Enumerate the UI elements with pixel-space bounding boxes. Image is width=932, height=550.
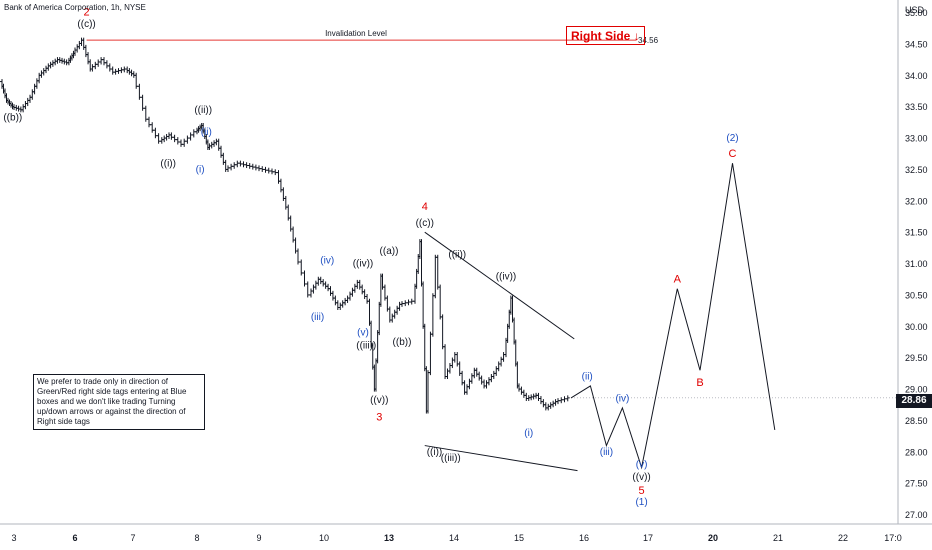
- invalidation-label: Invalidation Level: [325, 29, 387, 38]
- invalidation-value: 34.56: [638, 36, 659, 45]
- wave-label: (iii): [600, 447, 613, 458]
- x-tick-label: 17:0: [884, 533, 902, 543]
- wave-label: ((iv)): [353, 259, 374, 270]
- wave-label: (1): [635, 497, 647, 508]
- down-arrow-icon: ↓: [633, 29, 640, 43]
- x-tick-label: 21: [773, 533, 783, 543]
- wave-label: 3: [376, 411, 382, 423]
- x-tick-label: 16: [579, 533, 589, 543]
- wave-label: C: [729, 148, 737, 160]
- projection-path: [570, 163, 776, 470]
- wave-label: ((i)): [160, 158, 176, 169]
- y-tick-label: 33.00: [905, 134, 928, 144]
- wedge-line: [424, 445, 578, 472]
- y-tick-label: 31.00: [905, 259, 928, 269]
- y-tick-label: 27.50: [905, 479, 928, 489]
- y-tick-label: 33.50: [905, 102, 928, 112]
- trading-note: We prefer to trade only in direction of …: [33, 374, 205, 430]
- y-axis-unit: USD: [905, 5, 925, 15]
- x-tick-label: 7: [130, 533, 135, 543]
- x-tick-label: 13: [384, 533, 394, 543]
- wave-label: ((ii)): [448, 249, 466, 260]
- wave-label: B: [696, 377, 703, 389]
- chart-annotations: Invalidation Level34.56((b))2((c))((i))(…: [3, 7, 898, 508]
- x-tick-label: 20: [708, 533, 718, 543]
- current-price-tag: 28.86: [896, 394, 932, 408]
- wave-label: ((v)): [632, 472, 650, 483]
- y-tick-label: 28.50: [905, 416, 928, 426]
- wave-label: (ii): [201, 127, 212, 138]
- wave-label: ((c)): [416, 218, 434, 229]
- x-tick-label: 15: [514, 533, 524, 543]
- wave-label: (2): [726, 133, 738, 144]
- wave-label: ((b)): [3, 112, 22, 123]
- right-side-label: Right Side: [571, 29, 631, 43]
- price-series: [0, 37, 570, 414]
- wave-label: ((i)): [427, 447, 443, 458]
- wave-label: 2: [84, 7, 90, 19]
- wave-label: (i): [524, 428, 533, 439]
- y-tick-label: 35.00: [905, 8, 928, 18]
- wave-label: ((b)): [393, 337, 412, 348]
- x-tick-label: 9: [256, 533, 261, 543]
- y-tick-label: 34.00: [905, 71, 928, 81]
- wave-label: ((iii)): [441, 453, 461, 464]
- wave-label: ((v)): [370, 395, 388, 406]
- x-tick-label: 6: [72, 533, 77, 543]
- y-tick-label: 34.50: [905, 39, 928, 49]
- y-tick-label: 32.50: [905, 165, 928, 175]
- chart-title: Bank of America Corporation, 1h, NYSE: [4, 3, 146, 12]
- x-tick-label: 22: [838, 533, 848, 543]
- x-tick-label: 8: [194, 533, 199, 543]
- wave-label: (iv): [615, 394, 629, 405]
- y-tick-label: 28.00: [905, 447, 928, 457]
- wave-label: 5: [639, 485, 645, 497]
- wave-label: (iv): [320, 256, 334, 267]
- wave-label: 4: [422, 201, 428, 213]
- wave-label: (ii): [582, 372, 593, 383]
- x-tick-label: 10: [319, 533, 329, 543]
- wave-label: (v): [357, 328, 369, 339]
- y-tick-label: 30.50: [905, 290, 928, 300]
- wave-label: ((c)): [77, 19, 95, 30]
- y-tick-label: 30.00: [905, 322, 928, 332]
- x-tick-label: 17: [643, 533, 653, 543]
- x-tick-label: 3: [11, 533, 16, 543]
- right-side-tag: Right Side ↓: [566, 26, 645, 45]
- y-tick-label: 27.00: [905, 510, 928, 520]
- wedge-line: [424, 231, 575, 340]
- wave-label: ((a)): [380, 246, 399, 257]
- x-tick-label: 14: [449, 533, 459, 543]
- y-tick-label: 31.50: [905, 228, 928, 238]
- y-tick-label: 29.50: [905, 353, 928, 363]
- wave-label: (i): [196, 165, 205, 176]
- y-tick-label: 29.00: [905, 385, 928, 395]
- wave-label: ((iv)): [496, 271, 517, 282]
- wave-label: ((ii)): [194, 105, 212, 116]
- wave-label: A: [674, 273, 682, 285]
- wave-label: ((iii)): [356, 340, 376, 351]
- y-tick-label: 32.00: [905, 196, 928, 206]
- wave-label: (iii): [311, 312, 324, 323]
- wave-label: (v): [636, 460, 648, 471]
